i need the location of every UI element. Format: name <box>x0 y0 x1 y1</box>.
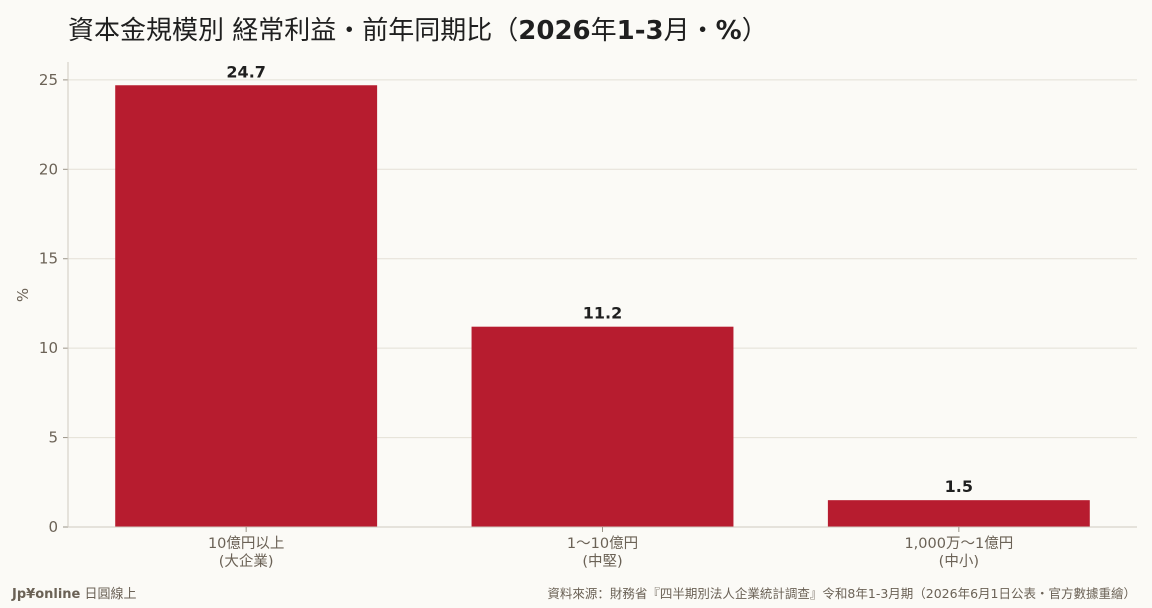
data-label-0: 24.7 <box>226 62 265 81</box>
y-axis-label: % <box>14 288 32 302</box>
title-suffix: ） <box>741 16 768 46</box>
data-label-1: 11.2 <box>583 304 622 323</box>
y-tick-label: 0 <box>48 518 58 536</box>
x-tick-label-2-0: 1,000万〜1億円 <box>904 535 1013 552</box>
y-tick-label: 5 <box>48 429 58 447</box>
label-layer: 24.7 11.2 1.5 <box>226 62 973 496</box>
x-tick-label-2-1: (中小) <box>939 553 979 570</box>
title-period: 1-3 <box>616 16 664 46</box>
bar-layer <box>115 85 1090 527</box>
footer-source: 資料來源：財務省『四半期別法人企業統計調查』令和8年1-3月期（2026年6月1… <box>547 586 1136 601</box>
bar-0 <box>115 85 378 527</box>
y-tick-label: 25 <box>39 71 58 89</box>
y-tick-label: 20 <box>39 160 58 178</box>
title-year-unit: 年 <box>590 16 617 46</box>
title-period-unit: 月・ <box>663 16 716 46</box>
y-tick-label: 10 <box>39 339 58 357</box>
x-tick-label-1-1: (中堅) <box>582 553 622 570</box>
chart-title: 資本金規模別 経常利益・前年同期比（2026年1-3月・%） <box>68 10 768 47</box>
x-tick-label-0-1: (大企業) <box>219 552 274 570</box>
footer-brand: Jp¥online 日圓線上 <box>12 583 137 602</box>
bar-1 <box>471 326 734 527</box>
data-label-2: 1.5 <box>945 477 973 496</box>
title-unit: % <box>715 16 742 46</box>
title-year: 2026 <box>518 16 591 46</box>
x-tick-label-1-0: 1〜10億円 <box>567 535 638 552</box>
x-tick-label-0-0: 10億円以上 <box>208 535 284 552</box>
brand-subtitle: 日圓線上 <box>80 587 137 602</box>
title-prefix: 資本金規模別 経常利益・前年同期比（ <box>68 16 519 46</box>
bar-2 <box>827 500 1090 527</box>
brand-name: Jp¥online <box>12 587 81 602</box>
y-tick-label: 15 <box>39 250 58 268</box>
axis-layer: 0 5 10 15 20 25% 10億円以上(大企業) 1〜10億円(中堅) 1,000万〜1… <box>14 62 1137 570</box>
